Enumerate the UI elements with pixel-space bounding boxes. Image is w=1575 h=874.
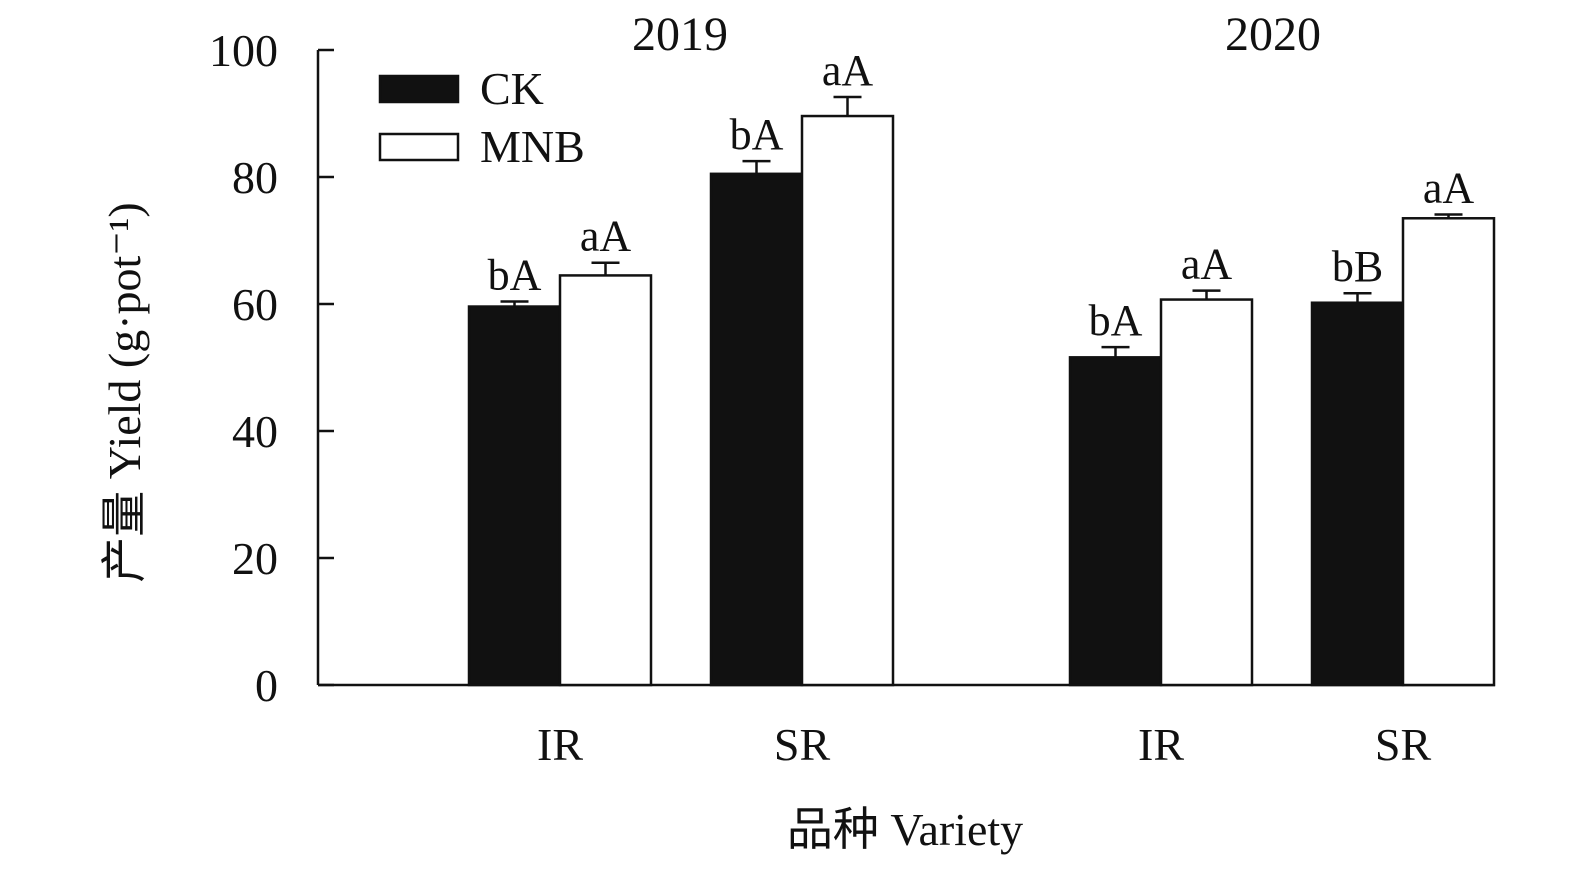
significance-label: bA <box>488 250 542 299</box>
bar-ck <box>709 172 804 687</box>
x-tick-label: SR <box>1375 719 1432 770</box>
y-tick-label: 0 <box>255 660 278 711</box>
y-tick-label: 100 <box>209 25 278 76</box>
bar-ck <box>1310 301 1405 687</box>
significance-label: aA <box>1423 163 1475 212</box>
y-axis-title: 产量 Yield (g·pot⁻¹) <box>99 202 150 582</box>
bar-mnb <box>800 114 895 687</box>
y-tick-label: 20 <box>232 533 278 584</box>
y-tick-label: 40 <box>232 406 278 457</box>
significance-label: bB <box>1332 242 1383 291</box>
x-tick-label: IR <box>537 719 583 770</box>
labels: 2019 2020 IR SR IR SR bA bA bA bB aA aA aA aA <box>488 8 1475 770</box>
legend-label: CK <box>480 63 544 114</box>
legend: CK MNB <box>378 63 585 172</box>
significance-label: aA <box>822 46 874 95</box>
y-tick-label: 60 <box>232 279 278 330</box>
axes: 0 20 40 60 80 100 产量 Yield (g·pot⁻¹) 品种 Variety <box>99 25 1495 855</box>
y-tick-label: 80 <box>232 152 278 203</box>
legend-swatch-mnb <box>378 132 460 162</box>
significance-label: aA <box>580 212 632 261</box>
significance-label: bA <box>1089 296 1143 345</box>
bars <box>467 95 1496 687</box>
bar-ck <box>1068 356 1163 687</box>
legend-swatch-ck <box>378 74 460 104</box>
bar-mnb <box>558 274 653 687</box>
year-label: 2019 <box>632 8 728 61</box>
x-axis-title: 品种 Variety <box>787 804 1023 855</box>
bar-mnb <box>1159 298 1254 687</box>
significance-label: bA <box>730 110 784 159</box>
bar-mnb <box>1401 217 1496 687</box>
year-label: 2020 <box>1225 8 1321 61</box>
bar-ck <box>467 305 562 687</box>
legend-label: MNB <box>480 121 585 172</box>
x-tick-label: SR <box>774 719 831 770</box>
x-tick-label: IR <box>1138 719 1184 770</box>
significance-label: aA <box>1181 240 1233 289</box>
